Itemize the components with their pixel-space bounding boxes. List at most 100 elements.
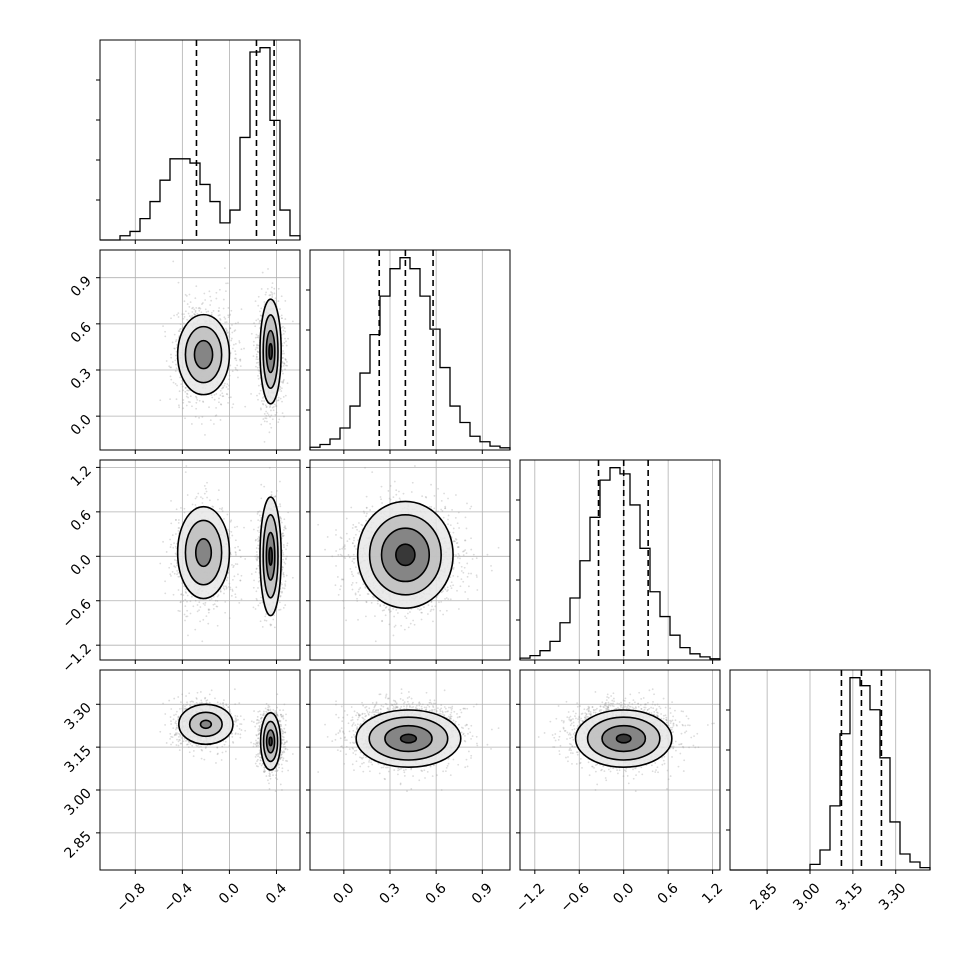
data-point (229, 327, 232, 330)
data-point (418, 609, 421, 611)
data-point (212, 309, 215, 312)
data-point (358, 530, 361, 533)
data-point (224, 290, 227, 293)
data-point (212, 603, 215, 606)
data-point (230, 519, 233, 522)
data-point (184, 588, 187, 591)
data-point (420, 608, 422, 610)
data-point (184, 293, 187, 296)
data-point (183, 511, 186, 514)
data-point (239, 549, 241, 552)
data-point (170, 317, 172, 320)
data-point (268, 406, 271, 409)
data-point (217, 314, 220, 317)
data-point (178, 527, 181, 529)
data-point (191, 315, 194, 317)
data-point (183, 507, 186, 510)
data-point (236, 563, 239, 566)
data-point (453, 540, 456, 543)
data-point (219, 590, 222, 593)
data-point (282, 573, 285, 576)
data-point (191, 405, 193, 408)
data-point (277, 399, 279, 402)
data-point (281, 400, 283, 403)
data-point (227, 528, 229, 531)
data-point (179, 600, 182, 603)
data-point (194, 415, 197, 418)
data-point (174, 359, 177, 362)
data-point (282, 379, 285, 382)
data-point (178, 328, 181, 331)
data-point (181, 582, 184, 584)
data-point (194, 311, 197, 313)
data-point (284, 583, 286, 586)
data-point (430, 600, 433, 603)
data-point (206, 496, 209, 499)
data-point (234, 563, 237, 565)
data-point (226, 393, 229, 396)
data-point (186, 615, 189, 618)
data-point (256, 350, 259, 353)
data-point (256, 347, 259, 349)
data-point (284, 584, 287, 587)
data-point (170, 353, 172, 356)
data-point (183, 300, 186, 303)
data-point (208, 290, 211, 293)
data-point (219, 394, 222, 397)
data-point (447, 598, 450, 601)
data-point (225, 579, 228, 582)
data-point (194, 497, 197, 500)
data-point (271, 418, 274, 421)
data-point (221, 395, 224, 398)
data-point (210, 311, 213, 314)
data-point (283, 362, 286, 365)
data-point (244, 558, 247, 560)
data-point (270, 491, 273, 493)
data-point (231, 588, 234, 591)
data-point (169, 366, 172, 369)
data-point (283, 327, 286, 330)
data-point (256, 343, 258, 346)
data-point (275, 405, 278, 407)
data-point (191, 503, 194, 506)
data-point (260, 596, 263, 599)
data-point (256, 558, 259, 561)
data-point (359, 587, 362, 589)
data-point (234, 596, 237, 599)
data-point (225, 393, 228, 395)
data-point (257, 587, 259, 589)
data-point (226, 383, 229, 386)
data-point (285, 344, 288, 347)
data-point (229, 364, 232, 367)
data-point (231, 406, 234, 409)
data-point (233, 330, 236, 333)
data-point (267, 414, 270, 416)
data-point (261, 397, 264, 399)
data-point (229, 313, 232, 316)
data-point (253, 322, 255, 325)
data-point (281, 565, 284, 568)
data-point (176, 564, 178, 567)
data-point (183, 613, 186, 616)
data-point (255, 597, 258, 600)
data-point (169, 375, 172, 378)
data-point (174, 559, 176, 561)
data-point (198, 416, 200, 419)
data-point (280, 521, 283, 524)
data-point (254, 571, 257, 573)
data-point (232, 566, 235, 568)
data-point (171, 341, 174, 344)
data-point (198, 601, 201, 604)
data-point (272, 618, 275, 621)
data-point (174, 552, 177, 555)
data-point (212, 595, 215, 598)
data-point (234, 322, 237, 325)
data-point (284, 330, 287, 333)
data-point (215, 605, 218, 608)
data-point (274, 414, 277, 416)
data-point (403, 628, 406, 631)
data-point (379, 496, 382, 498)
data-point (184, 417, 186, 420)
data-point (225, 329, 228, 331)
data-point (227, 402, 229, 404)
